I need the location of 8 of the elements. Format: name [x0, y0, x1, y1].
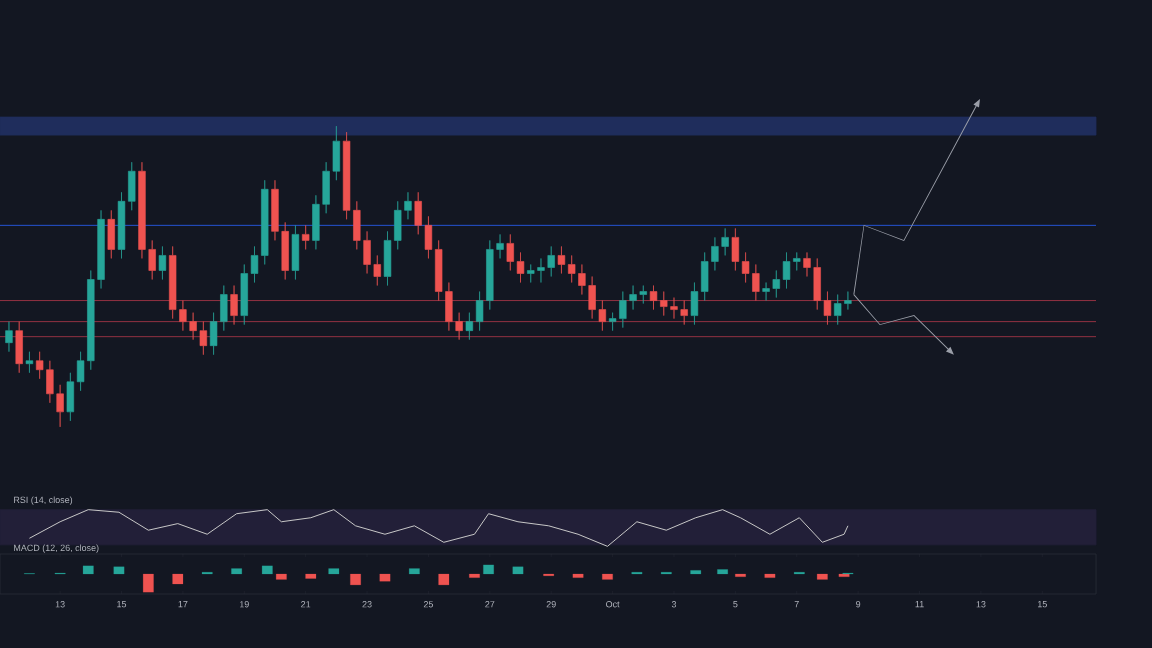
- candlestick: [15, 321, 23, 374]
- candlestick: [5, 321, 13, 352]
- candlestick: [25, 351, 34, 374]
- candlestick: [158, 246, 167, 280]
- candlestick: [230, 285, 238, 325]
- candlestick: [301, 225, 310, 250]
- candlestick: [107, 210, 115, 259]
- candlestick: [291, 225, 300, 280]
